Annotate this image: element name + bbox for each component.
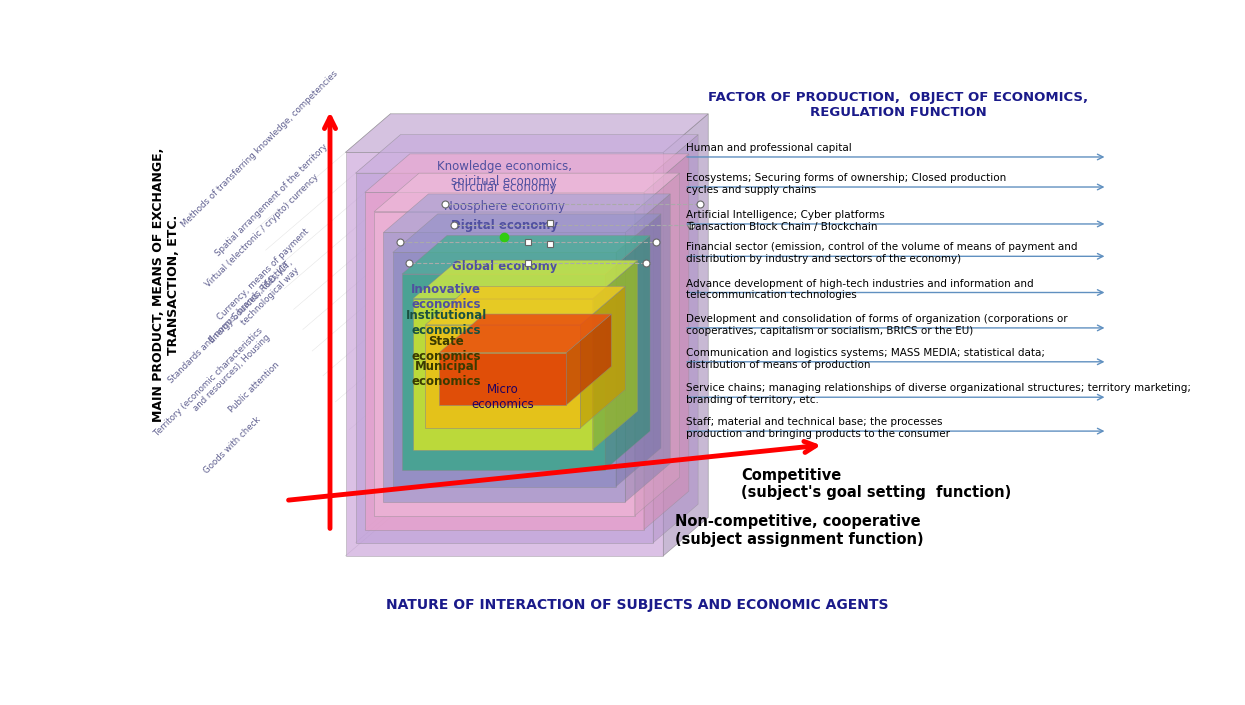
Text: Circular economy: Circular economy	[453, 181, 557, 194]
Text: Advance development of high-tech industries and information and
telecommunicatio: Advance development of high-tech industr…	[686, 278, 1035, 300]
Polygon shape	[439, 352, 566, 405]
Text: State
economics: State economics	[412, 335, 481, 363]
Text: Currency, means of payment: Currency, means of payment	[215, 226, 310, 321]
Text: Ecosystems; Securing forms of ownership; Closed production
cycles and supply cha: Ecosystems; Securing forms of ownership;…	[686, 173, 1007, 195]
Polygon shape	[365, 154, 688, 192]
Polygon shape	[346, 152, 664, 556]
Text: Methods of transferring knowledge, competencies: Methods of transferring knowledge, compe…	[181, 69, 340, 229]
Text: Development and consolidation of forms of organization (corporations or
cooperat: Development and consolidation of forms o…	[686, 314, 1068, 336]
Text: MAIN PRODUCT, MEANS OF EXCHANGE,
TRANSACTION, ETC.: MAIN PRODUCT, MEANS OF EXCHANGE, TRANSAC…	[152, 147, 181, 422]
Polygon shape	[635, 173, 680, 516]
Polygon shape	[644, 154, 688, 529]
Text: Spatial arrangement of the territory: Spatial arrangement of the territory	[214, 142, 330, 258]
Polygon shape	[402, 274, 605, 470]
Text: Institutional
economics: Institutional economics	[406, 309, 487, 338]
Text: Territory (economic characteristics
and resources), Housing: Territory (economic characteristics and …	[153, 326, 271, 445]
Text: Innovative
economics: Innovative economics	[411, 283, 482, 312]
Polygon shape	[375, 212, 635, 516]
Polygon shape	[580, 286, 625, 428]
Polygon shape	[383, 194, 670, 233]
Polygon shape	[413, 260, 637, 299]
Polygon shape	[365, 192, 644, 529]
Text: Competitive
(subject's goal setting  function): Competitive (subject's goal setting func…	[741, 468, 1011, 501]
Polygon shape	[605, 235, 650, 470]
Text: Noosphere economy: Noosphere economy	[444, 200, 565, 213]
Polygon shape	[664, 114, 708, 556]
Text: Financial sector (emission, control of the volume of means of payment and
distri: Financial sector (emission, control of t…	[686, 243, 1078, 264]
Polygon shape	[383, 233, 625, 502]
Text: Digital economy: Digital economy	[451, 219, 558, 233]
Text: Communication and logistics systems; MASS MEDIA; statistical data;
distribution : Communication and logistics systems; MAS…	[686, 348, 1046, 369]
Polygon shape	[654, 135, 698, 543]
Text: Staff; material and technical base; the processes
production and bringing produc: Staff; material and technical base; the …	[686, 417, 950, 439]
Text: NATURE OF INTERACTION OF SUBJECTS AND ECONOMIC AGENTS: NATURE OF INTERACTION OF SUBJECTS AND EC…	[386, 598, 889, 612]
Text: Energy Sources, R&D, ICT,
technological way: Energy Sources, R&D, ICT, technological …	[207, 259, 301, 352]
Polygon shape	[356, 173, 654, 543]
Text: Virtual (electronic / crypto) currency: Virtual (electronic / crypto) currency	[203, 172, 320, 288]
Text: Municipal
economics: Municipal economics	[412, 360, 481, 388]
Text: Public attention: Public attention	[227, 360, 281, 414]
Text: Goods with check: Goods with check	[202, 415, 263, 476]
Polygon shape	[392, 214, 661, 252]
Polygon shape	[664, 114, 708, 556]
Polygon shape	[439, 314, 611, 352]
Text: Human and professional capital: Human and professional capital	[686, 143, 853, 153]
Polygon shape	[426, 286, 625, 325]
Polygon shape	[375, 173, 680, 212]
Polygon shape	[392, 252, 616, 486]
Text: Knowledge economics,
spiritual economy: Knowledge economics, spiritual economy	[437, 160, 571, 188]
Text: Micro
economics: Micro economics	[472, 384, 534, 411]
Text: FACTOR OF PRODUCTION,  OBJECT OF ECONOMICS,
REGULATION FUNCTION: FACTOR OF PRODUCTION, OBJECT OF ECONOMIC…	[708, 91, 1088, 118]
Polygon shape	[356, 135, 698, 173]
Polygon shape	[566, 314, 611, 405]
Polygon shape	[426, 325, 580, 428]
Text: Global economy: Global economy	[452, 260, 557, 273]
Polygon shape	[616, 214, 661, 486]
Text: Artificial Intelligence; Cyber platforms
Transaction Block Chain / Blockchain: Artificial Intelligence; Cyber platforms…	[686, 210, 885, 232]
Polygon shape	[402, 235, 650, 274]
Polygon shape	[413, 299, 593, 450]
Polygon shape	[625, 194, 670, 502]
Polygon shape	[346, 114, 708, 152]
Text: Non-competitive, cooperative
(subject assignment function): Non-competitive, cooperative (subject as…	[675, 514, 924, 546]
Polygon shape	[593, 260, 637, 450]
Text: Service chains; managing relationships of diverse organizational structures; ter: Service chains; managing relationships o…	[686, 384, 1191, 405]
Text: Standards and norms, brands, lifestyle: Standards and norms, brands, lifestyle	[167, 260, 291, 385]
Polygon shape	[346, 114, 708, 152]
